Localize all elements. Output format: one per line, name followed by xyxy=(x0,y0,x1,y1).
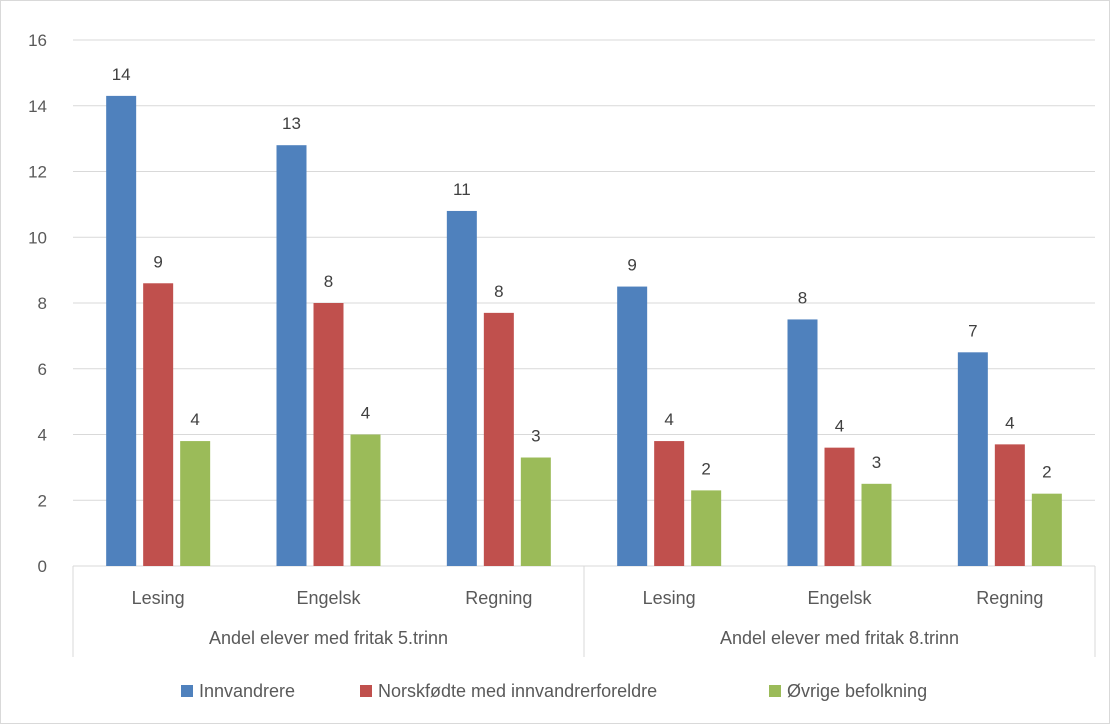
y-tick-label: 12 xyxy=(28,163,47,182)
legend-label: Norskfødte med innvandrerforeldre xyxy=(378,681,657,701)
data-label: 9 xyxy=(153,252,162,271)
gridlines xyxy=(73,39,1095,501)
x-category-label: Engelsk xyxy=(807,588,872,608)
data-label: 2 xyxy=(1042,463,1051,482)
bar xyxy=(483,312,514,566)
legend: Innvandrere Norskfødte med innvandrerfore… xyxy=(181,681,927,701)
data-labels: 14 13 11 9 8 7 9 8 8 4 4 4 4 4 3 2 3 2 xyxy=(112,65,1052,482)
data-label: 7 xyxy=(968,321,977,340)
data-label: 2 xyxy=(701,459,710,478)
legend-swatch xyxy=(769,685,781,697)
legend-label: Øvrige befolkning xyxy=(787,681,927,701)
bar xyxy=(143,283,174,566)
y-tick-label: 0 xyxy=(38,557,47,576)
data-label: 4 xyxy=(835,417,844,436)
y-tick-label: 8 xyxy=(38,294,47,313)
bar xyxy=(994,444,1025,566)
data-label: 4 xyxy=(1005,413,1014,432)
x-category-label: Regning xyxy=(465,588,532,608)
bar xyxy=(446,210,477,566)
legend-swatch xyxy=(360,685,372,697)
data-label: 8 xyxy=(324,272,333,291)
x-group-label: Andel elever med fritak 8.trinn xyxy=(720,628,959,648)
data-label: 8 xyxy=(494,282,503,301)
data-label: 8 xyxy=(798,288,807,307)
bar xyxy=(1031,493,1062,566)
x-category-label: Engelsk xyxy=(296,588,361,608)
bar xyxy=(957,352,988,566)
y-tick-label: 10 xyxy=(28,228,47,247)
bar xyxy=(691,490,722,566)
bar xyxy=(180,441,211,566)
y-tick-label: 16 xyxy=(28,31,47,50)
x-category-label: Lesing xyxy=(643,588,696,608)
bar xyxy=(617,286,648,566)
data-label: 4 xyxy=(664,410,673,429)
data-label: 9 xyxy=(627,256,636,275)
y-tick-label: 14 xyxy=(28,97,47,116)
legend-label: Innvandrere xyxy=(199,681,295,701)
x-category-label: Regning xyxy=(976,588,1043,608)
bar xyxy=(824,447,855,566)
data-label: 14 xyxy=(112,65,131,84)
y-tick-label: 6 xyxy=(38,360,47,379)
data-label: 3 xyxy=(531,427,540,446)
legend-swatch xyxy=(181,685,193,697)
y-tick-label: 2 xyxy=(38,491,47,510)
bar xyxy=(654,441,685,566)
bar xyxy=(520,457,551,566)
bars xyxy=(106,95,1062,566)
x-category-label: Lesing xyxy=(132,588,185,608)
bar xyxy=(861,483,892,566)
x-group-label: Andel elever med fritak 5.trinn xyxy=(209,628,448,648)
data-label: 4 xyxy=(190,410,199,429)
bar xyxy=(787,319,818,566)
data-label: 13 xyxy=(282,114,301,133)
bar xyxy=(106,95,137,566)
bar xyxy=(350,434,381,566)
bar xyxy=(276,145,307,566)
data-label: 4 xyxy=(361,404,370,423)
y-tick-label: 4 xyxy=(38,426,47,445)
data-label: 3 xyxy=(872,453,881,472)
axes: 0 2 4 6 8 10 12 14 16 Lesing Engelsk Regning Lesing E… xyxy=(28,31,1096,657)
bar xyxy=(313,303,344,566)
data-label: 11 xyxy=(453,180,471,199)
